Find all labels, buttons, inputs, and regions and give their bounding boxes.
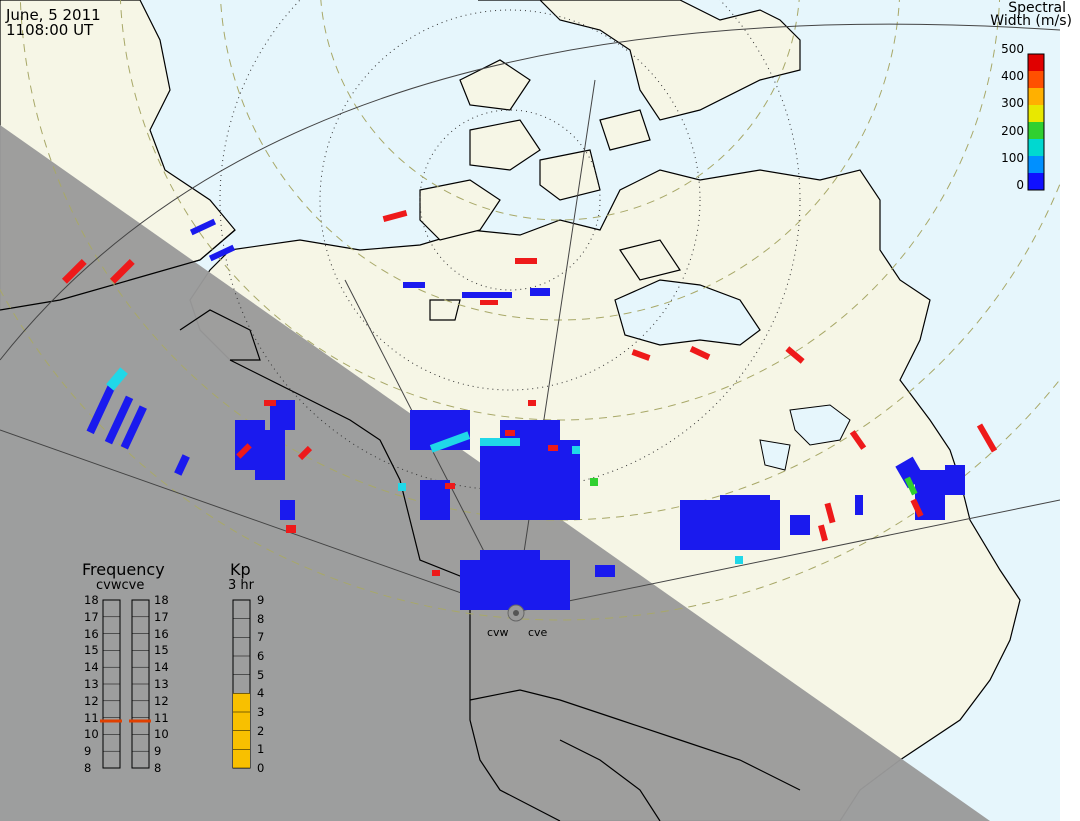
frequency-scale-label-right: 15	[154, 643, 169, 658]
kp-subtitle: 3 hr	[228, 578, 254, 593]
frequency-scale-label-right: 14	[154, 660, 169, 675]
frequency-scale-label-left: 16	[84, 626, 99, 641]
greenland-land	[478, 0, 801, 151]
night-coastlines	[0, 229, 801, 821]
frequency-scale-label-left: 17	[84, 609, 99, 624]
arctic-island-2	[469, 119, 541, 171]
arctic-island-6	[429, 299, 461, 321]
arctic-island-4	[459, 59, 531, 111]
colorbar-segment	[1028, 139, 1044, 157]
colorbar	[1027, 53, 1045, 191]
kp-scale-label: 7	[257, 630, 265, 645]
kp-scale-label: 2	[257, 723, 265, 738]
scatter-cells-cyan	[106, 367, 743, 564]
colorbar-segment	[1028, 156, 1044, 174]
map-time: 1108:00 UT	[6, 21, 94, 39]
frequency-ticks	[103, 599, 149, 769]
frequency-scale-label-left: 8	[84, 761, 92, 775]
colorbar-segment	[1028, 122, 1044, 140]
kp-scale-label: 6	[257, 649, 265, 663]
frequency-panel	[100, 599, 151, 769]
kp-panel	[232, 599, 251, 769]
frequency-scale-label-left: 14	[84, 660, 99, 675]
frequency-scale-label-right: 10	[154, 727, 169, 742]
colorbar-segment	[1028, 105, 1044, 123]
map-date: June, 5 2011	[6, 6, 101, 24]
colorbar-frame	[1027, 53, 1045, 191]
colorbar-segment	[1028, 88, 1044, 106]
great-lakes	[759, 404, 851, 471]
frequency-scale-label-left: 10	[84, 727, 99, 742]
colorbar-tick-label: 500	[1001, 42, 1024, 56]
arctic-island-5	[619, 239, 681, 281]
arctic-island-1	[419, 179, 501, 241]
kp-fill-cell	[233, 693, 250, 712]
frequency-scale-label-right: 16	[154, 626, 169, 641]
scatter-cells-red	[61, 209, 998, 576]
colorbar-segment	[1028, 71, 1044, 89]
kp-scale-label: 9	[257, 593, 265, 607]
kp-scale-label: 1	[257, 742, 265, 757]
kp-scale-label: 8	[257, 611, 265, 626]
frequency-scale-label-right: 11	[154, 710, 169, 725]
kp-fill-cell	[233, 749, 250, 768]
frequency-scale-label-right: 12	[154, 693, 169, 708]
kp-fill-cell	[233, 712, 250, 731]
frequency-scale-label-right: 8	[154, 761, 162, 775]
colorbar-segment	[1028, 54, 1044, 72]
kp-scale-label: 0	[257, 761, 265, 775]
kp-ticks	[233, 599, 250, 769]
frequency-scale-label-left: 9	[84, 744, 92, 759]
frequency-scale-label-left: 13	[84, 677, 99, 691]
hudson-bay	[614, 279, 761, 346]
scatter-cells-green	[590, 476, 918, 496]
kp-title: Kp	[230, 560, 251, 579]
radar-label-cvw: cvw	[487, 626, 509, 639]
frequency-scale-label-left: 11	[84, 710, 99, 725]
frequency-scale-label-left: 15	[84, 643, 99, 658]
arctic-island-3	[539, 149, 601, 201]
kp-scale-label: 3	[257, 705, 265, 719]
frequency-scale-label-right: 17	[154, 609, 169, 624]
frequency-scale-label-left: 12	[84, 693, 99, 708]
colorbar-tick-label: 300	[1001, 96, 1024, 111]
colorbar-tick-label: 400	[1001, 69, 1024, 84]
colorbar-title-line2: Width (m/s)	[990, 13, 1072, 29]
kp-scale-label: 5	[257, 667, 265, 682]
colorbar-segment	[1028, 173, 1044, 191]
frequency-scale-label-left: 18	[84, 593, 99, 607]
kp-fill-cell	[233, 730, 250, 750]
kp-fill-cells	[233, 693, 250, 768]
colorbar-tick-label: 100	[1001, 150, 1024, 165]
radar-label-cve: cve	[528, 626, 548, 639]
frequency-scale-label-right: 18	[154, 593, 169, 607]
colorbar-title-line1: Spectral	[1008, 0, 1066, 16]
frequency-scale-label-right: 13	[154, 677, 169, 691]
colorbar-tick-label: 0	[1016, 178, 1024, 192]
frequency-radars: cvwcve	[96, 578, 145, 593]
scatter-cells-blue	[86, 218, 965, 610]
colorbar-tick-label: 200	[1001, 123, 1024, 138]
night-shade-right	[0, 125, 1060, 821]
frequency-title: Frequency	[82, 560, 165, 579]
kp-scale-label: 4	[257, 686, 265, 701]
frequency-scale-label-right: 9	[154, 744, 162, 759]
